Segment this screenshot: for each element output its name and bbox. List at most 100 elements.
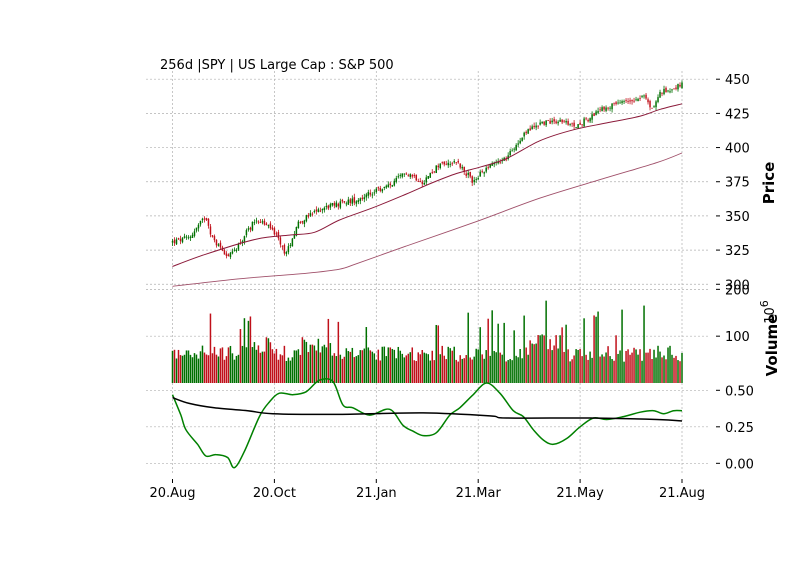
volume-bar (609, 356, 611, 383)
volume-bar (513, 330, 515, 383)
candle-body (369, 192, 372, 195)
volume-bar (403, 357, 406, 383)
volume-bar (625, 351, 627, 383)
volume-bar (329, 343, 332, 383)
volume-bar (451, 350, 453, 383)
candle-body (673, 88, 675, 90)
candle-body (505, 159, 507, 161)
candle-body (421, 181, 424, 184)
candle-body (337, 203, 340, 207)
price-axis-label: Price (760, 162, 778, 205)
candle-body (669, 91, 671, 93)
volume-bar (323, 344, 326, 383)
candle-body (331, 202, 334, 206)
volume-bar (539, 335, 541, 383)
volume-bar (553, 345, 555, 383)
volume-bar (435, 324, 437, 383)
candle-body (237, 243, 240, 250)
candle-body (307, 215, 310, 217)
candle-body (265, 223, 268, 226)
candle-body (245, 230, 248, 236)
volume-bar (537, 335, 539, 383)
volume-bar (469, 357, 471, 383)
volume-bar (567, 349, 569, 383)
candle-body (297, 221, 300, 228)
volume-bar (319, 352, 322, 383)
volume-bar (675, 355, 677, 383)
osc-tick-label: 0.50 (725, 384, 754, 399)
volume-bar (527, 354, 529, 383)
volume-bar (667, 347, 669, 383)
candle-body (533, 125, 535, 128)
volume-bar (179, 355, 182, 383)
volume-bar (621, 309, 623, 383)
volume-bar (311, 344, 314, 383)
volume-bar (615, 335, 617, 383)
candle-body (271, 227, 274, 230)
volume-bar (343, 356, 346, 383)
candle-body (491, 163, 493, 166)
volume-bar (497, 323, 499, 383)
volume-bar (531, 343, 533, 383)
axes: 20.Aug 20.Oct 21.Jan 21.Mar 21.May 21.Aug 300 3… (149, 73, 781, 501)
volume-bar (641, 360, 643, 383)
volume-bar (611, 359, 613, 383)
volume-bar (381, 346, 384, 383)
candle-body (289, 244, 292, 246)
candle-body (517, 143, 519, 145)
volume-bar (239, 329, 242, 383)
volume-bar (529, 340, 531, 383)
candle-body (499, 161, 501, 163)
volume-bar (355, 356, 358, 383)
candlesticks (171, 80, 683, 260)
candle-body (207, 218, 210, 226)
volume-bar (209, 313, 212, 383)
candle-body (433, 171, 435, 173)
candle-body (573, 122, 575, 127)
volume-bar (583, 318, 585, 383)
candle-body (625, 100, 627, 102)
candle-body (367, 192, 370, 196)
candle-body (563, 120, 565, 122)
volume-bar (493, 350, 495, 383)
volume-bar (227, 347, 230, 383)
candle-body (211, 235, 214, 237)
candle-body (345, 203, 348, 205)
candle-body (609, 107, 611, 109)
candle-body (577, 124, 579, 129)
candle-body (627, 101, 629, 103)
volume-bar (455, 359, 457, 383)
candle-body (513, 148, 515, 150)
volume-bar (477, 349, 479, 383)
price-tick-label: 375 (725, 176, 750, 191)
candle-body (451, 163, 453, 165)
volume-bar (587, 359, 589, 383)
volume-bar (505, 361, 507, 383)
candle-body (171, 241, 174, 243)
volume-bar (185, 350, 188, 383)
candle-body (215, 239, 218, 246)
candle-body (403, 173, 406, 175)
candle-body (581, 124, 583, 126)
volume-bar (259, 352, 262, 383)
candle-body (613, 102, 615, 104)
volume-bar (391, 348, 394, 383)
volume-bar (223, 359, 226, 383)
candle-body (615, 102, 617, 105)
candle-body (239, 242, 242, 244)
candle-body (309, 213, 312, 216)
volume-bar (441, 345, 443, 383)
volume-bar (383, 346, 386, 383)
volume-bar (521, 358, 523, 383)
candle-body (305, 215, 308, 222)
candle-body (453, 161, 455, 163)
candle-body (249, 227, 252, 230)
candle-body (283, 244, 286, 254)
volume-bar (309, 344, 312, 383)
ma-slow-line (172, 152, 683, 287)
volume-bar (347, 351, 350, 383)
x-tick-label: 21.Jan (356, 486, 397, 501)
candle-body (463, 166, 465, 172)
candle-body (679, 84, 681, 87)
volume-bar (257, 345, 260, 383)
